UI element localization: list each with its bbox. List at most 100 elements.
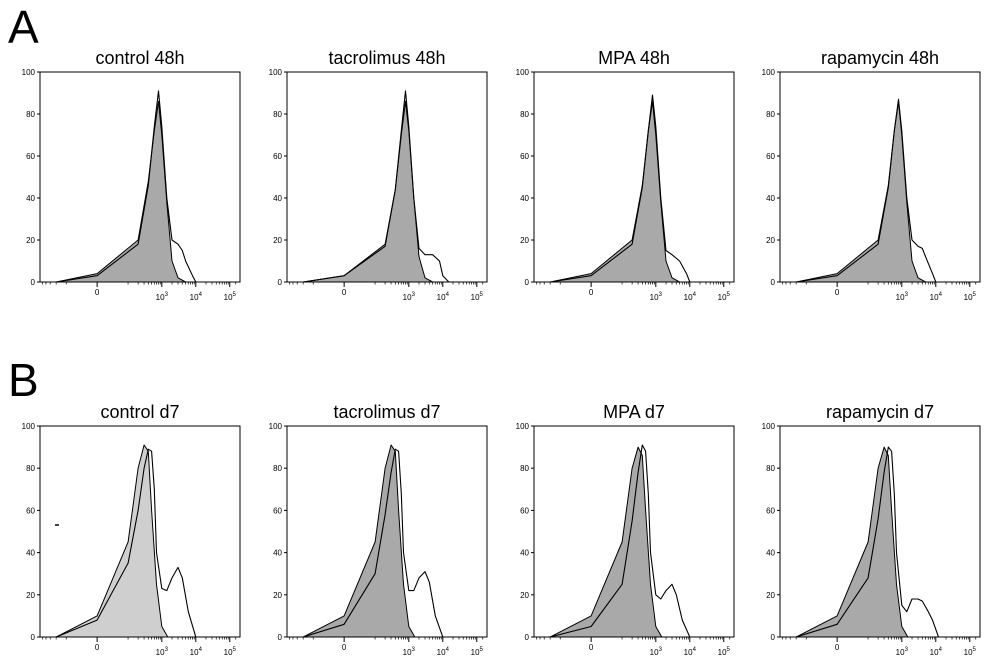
x-tick-label: 103	[156, 292, 169, 302]
x-tick-label: 0	[342, 643, 347, 652]
outline-histogram	[796, 98, 937, 283]
y-tick-label: 0	[31, 278, 36, 287]
x-tick-label: 0	[589, 288, 594, 297]
y-tick-label: 20	[766, 236, 775, 245]
y-tick-label: 80	[520, 110, 529, 119]
x-tick-label: 105	[964, 647, 977, 657]
x-tick-label: 104	[190, 292, 203, 302]
y-tick-label: 60	[26, 152, 35, 161]
y-tick-label: 80	[273, 110, 282, 119]
x-tick-label: 0	[835, 288, 840, 297]
x-tick-label: 103	[896, 647, 909, 657]
plot-frame	[533, 425, 735, 638]
outline-histogram	[550, 94, 691, 283]
y-tick-label: 0	[525, 278, 530, 287]
y-tick-label: 40	[273, 549, 282, 558]
x-tick-label: 104	[437, 292, 450, 302]
panel-label-a: A	[8, 1, 39, 53]
plot-frame	[779, 71, 981, 283]
y-tick-label: 60	[520, 152, 529, 161]
panel-title: rapamycin d7	[826, 402, 934, 422]
panel-title: rapamycin 48h	[821, 48, 939, 68]
plot-frame	[39, 71, 241, 283]
y-tick-label: 20	[520, 591, 529, 600]
y-tick-label: 60	[273, 152, 282, 161]
y-tick-label: 40	[520, 549, 529, 558]
y-tick-label: 100	[22, 422, 36, 431]
x-tick-label: 104	[190, 647, 203, 657]
filled-histogram	[302, 444, 416, 638]
histogram-panel: MPA 48h 0 20 40 60 80 100 0 103 104 105	[516, 48, 735, 302]
y-tick-label: 100	[516, 68, 530, 77]
plot-frame	[286, 425, 488, 638]
panel-title: MPA d7	[603, 402, 665, 422]
x-tick-label: 105	[471, 647, 484, 657]
y-tick-label: 40	[766, 194, 775, 203]
histogram-panel: control d7 0 20 40 60 80 100 0 103 104 105	[22, 402, 241, 657]
filled-histogram	[302, 100, 434, 283]
x-tick-label: 105	[964, 292, 977, 302]
x-tick-label: 104	[930, 292, 943, 302]
y-tick-label: 40	[26, 549, 35, 558]
y-tick-label: 60	[766, 506, 775, 515]
plot-frame	[533, 71, 735, 283]
y-tick-label: 40	[26, 194, 35, 203]
y-tick-label: 0	[278, 278, 283, 287]
y-tick-label: 20	[26, 236, 35, 245]
x-tick-label: 105	[224, 292, 237, 302]
x-tick-label: 104	[684, 647, 697, 657]
y-tick-label: 20	[520, 236, 529, 245]
filled-histogram	[55, 444, 169, 638]
filled-histogram	[549, 100, 681, 283]
plot-frame	[779, 425, 981, 638]
outline-histogram	[303, 90, 450, 283]
x-tick-label: 103	[650, 647, 663, 657]
x-tick-label: 0	[95, 288, 100, 297]
x-tick-label: 103	[403, 647, 416, 657]
filled-histogram	[549, 446, 663, 638]
y-tick-label: 40	[520, 194, 529, 203]
y-tick-label: 100	[762, 422, 776, 431]
x-tick-label: 105	[718, 292, 731, 302]
outline-histogram	[550, 444, 691, 638]
histogram-panel: tacrolimus 48h 0 20 40 60 80 100 0 103 104 105	[269, 48, 488, 302]
outline-histogram	[56, 90, 197, 283]
y-tick-label: 40	[273, 194, 282, 203]
y-tick-label: 80	[766, 110, 775, 119]
y-tick-label: 0	[278, 633, 283, 642]
y-tick-label: 40	[766, 549, 775, 558]
x-tick-label: 104	[684, 292, 697, 302]
y-tick-label: 20	[273, 591, 282, 600]
outline-histogram	[303, 448, 444, 638]
x-tick-label: 103	[156, 647, 169, 657]
y-tick-label: 100	[762, 68, 776, 77]
y-tick-label: 60	[766, 152, 775, 161]
panel-title: tacrolimus d7	[333, 402, 440, 422]
panel-title: tacrolimus 48h	[328, 48, 445, 68]
x-tick-label: 103	[403, 292, 416, 302]
y-tick-label: 0	[771, 633, 776, 642]
y-tick-label: 20	[273, 236, 282, 245]
plot-frame	[39, 425, 241, 638]
y-tick-label: 80	[26, 110, 35, 119]
filled-histogram	[795, 446, 909, 638]
x-tick-label: 103	[650, 292, 663, 302]
x-tick-label: 105	[718, 647, 731, 657]
y-tick-label: 60	[26, 506, 35, 515]
y-tick-label: 80	[26, 464, 35, 473]
y-tick-label: 20	[26, 591, 35, 600]
plot-frame	[286, 71, 488, 283]
histogram-panel: rapamycin d7 0 20 40 60 80 100 0 103 104 105	[762, 402, 981, 657]
x-tick-label: 0	[342, 288, 347, 297]
y-tick-label: 0	[525, 633, 530, 642]
filled-histogram	[55, 100, 187, 283]
x-tick-label: 0	[835, 643, 840, 652]
x-tick-label: 104	[437, 647, 450, 657]
x-tick-label: 104	[930, 647, 943, 657]
y-tick-label: 80	[766, 464, 775, 473]
histogram-panel: control 48h 0 20 40 60 80 100 0 103 104 105	[22, 48, 241, 302]
outline-histogram	[796, 446, 940, 638]
y-tick-label: 60	[520, 506, 529, 515]
panel-title: MPA 48h	[598, 48, 670, 68]
